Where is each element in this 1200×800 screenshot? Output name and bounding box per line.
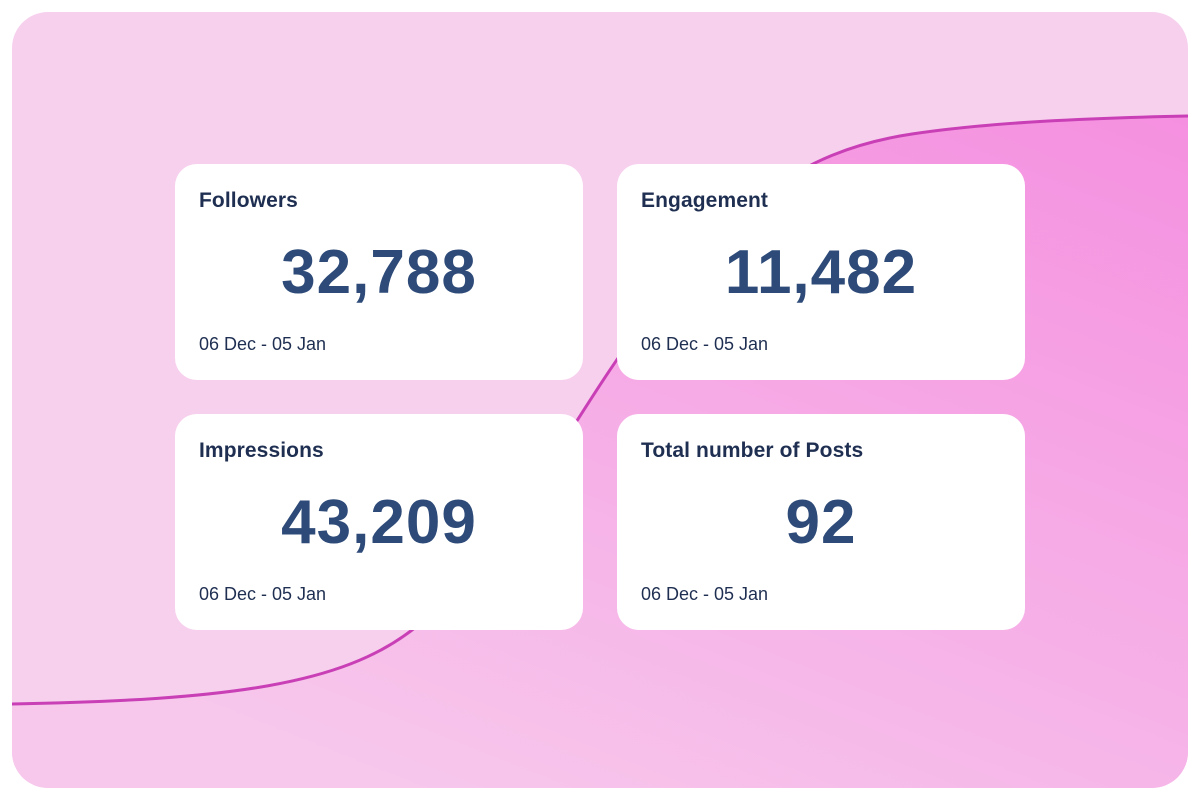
metric-title: Engagement	[641, 189, 769, 212]
metric-date-range: 06 Dec - 05 Jan	[641, 584, 769, 604]
metric-date-range: 06 Dec - 05 Jan	[641, 334, 769, 354]
metric-title: Total number of Posts	[641, 439, 864, 462]
metric-title: Impressions	[199, 439, 324, 462]
dashboard-panel: Followers 32,788 06 Dec - 05 Jan Engagem…	[12, 12, 1188, 788]
metric-value: 11,482	[724, 238, 918, 307]
metric-date-range: 06 Dec - 05 Jan	[199, 584, 327, 604]
metric-value: 92	[785, 488, 857, 557]
metric-title: Followers	[199, 189, 298, 212]
metric-value: 43,209	[281, 488, 477, 557]
metric-card-impressions: Impressions 43,209 06 Dec - 05 Jan	[175, 414, 583, 630]
metric-card-engagement: Engagement 11,482 06 Dec - 05 Jan	[617, 164, 1025, 380]
growth-curve-background	[12, 114, 1188, 788]
metric-date-range: 06 Dec - 05 Jan	[199, 334, 327, 354]
metric-card-total-posts: Total number of Posts 92 06 Dec - 05 Jan	[617, 414, 1025, 630]
metric-card-followers: Followers 32,788 06 Dec - 05 Jan	[175, 164, 583, 380]
metric-value: 32,788	[281, 238, 477, 307]
